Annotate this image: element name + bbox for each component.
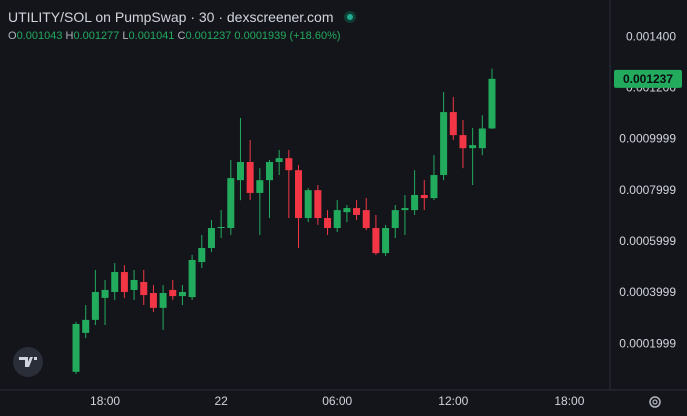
candle-body: [314, 190, 322, 219]
ohlc-value: 0.001237: [185, 30, 232, 42]
candle-body: [295, 170, 303, 219]
candle-body: [430, 175, 438, 199]
candle-body: [111, 272, 119, 292]
candle-body: [285, 158, 293, 171]
candle-body: [227, 178, 235, 229]
y-tick-label: 0.0003999: [619, 285, 676, 299]
change-percent: (+18.60%): [289, 30, 341, 42]
candle-body: [120, 272, 128, 292]
candle-body: [188, 260, 196, 298]
chart-header: UTILITY/SOL on PumpSwap · 30 · dexscreen…: [8, 8, 357, 25]
candle-body: [391, 210, 399, 229]
candle-body: [401, 208, 409, 211]
change-value: 0.0001939: [234, 30, 287, 42]
candle-body: [459, 135, 467, 149]
candle-body: [478, 128, 486, 149]
ohlc-key: O: [8, 30, 17, 42]
candle-body: [488, 78, 496, 129]
candle-body: [82, 319, 90, 333]
chart-title: UTILITY/SOL on PumpSwap · 30 · dexscreen…: [8, 9, 334, 25]
ohlc-key: L: [122, 30, 129, 42]
candle-body: [72, 323, 80, 372]
candle-body: [265, 161, 273, 181]
ohlc-key: H: [65, 30, 74, 42]
candle-body: [130, 279, 138, 290]
candle-body: [256, 180, 264, 193]
candle-body: [149, 293, 157, 308]
candle-body: [140, 282, 148, 296]
candle-body: [207, 228, 215, 248]
candle-body: [449, 112, 457, 136]
settings-button[interactable]: [649, 396, 661, 408]
status-dot: [344, 11, 357, 23]
x-tick-label: 06:00: [322, 394, 352, 408]
candle-body: [304, 190, 312, 219]
last-price-label: 0.001237: [623, 72, 673, 86]
candle-body: [333, 210, 341, 229]
ohlc-value: 0.001277: [73, 30, 120, 42]
ohlc-value: 0.001043: [16, 30, 63, 42]
candle-body: [217, 226, 225, 229]
y-tick-label: 0.001400: [626, 29, 676, 43]
candle-body: [178, 291, 186, 297]
last-price-badge: [614, 69, 682, 88]
y-tick-label: 0.0005999: [619, 234, 676, 248]
candle-body: [420, 195, 428, 199]
candle-body: [411, 195, 419, 211]
ohlc-value: 0.001041: [128, 30, 175, 42]
y-tick-label: 0.0009999: [619, 132, 676, 146]
candle-body: [101, 289, 109, 298]
candle-body: [198, 247, 206, 263]
x-tick-label: 18:00: [90, 394, 120, 408]
candle-body: [91, 291, 99, 320]
candle-body: [372, 228, 380, 254]
candle-body: [440, 112, 448, 176]
candle-body: [169, 289, 177, 297]
ohlc-key: C: [177, 30, 186, 42]
candle-body: [246, 161, 254, 193]
candle-body: [159, 293, 167, 308]
x-tick-label: 12:00: [438, 394, 468, 408]
candle-body: [362, 210, 370, 229]
x-tick-label: 22: [214, 394, 228, 408]
y-tick-label: 0.0001999: [619, 336, 676, 350]
candle-body: [236, 161, 244, 181]
candle-body: [353, 208, 361, 215]
candle-body: [275, 158, 283, 162]
candle-body: [343, 208, 351, 213]
tv-logo: [13, 347, 43, 377]
candle-body: [324, 218, 332, 229]
candle-body: [382, 228, 390, 254]
candle-body: [469, 145, 477, 149]
x-tick-label: 18:00: [554, 394, 584, 408]
y-tick-label: 0.0007999: [619, 183, 676, 197]
ohlc-legend: O0.001043 H0.001277 L0.001041 C0.001237 …: [8, 30, 341, 42]
